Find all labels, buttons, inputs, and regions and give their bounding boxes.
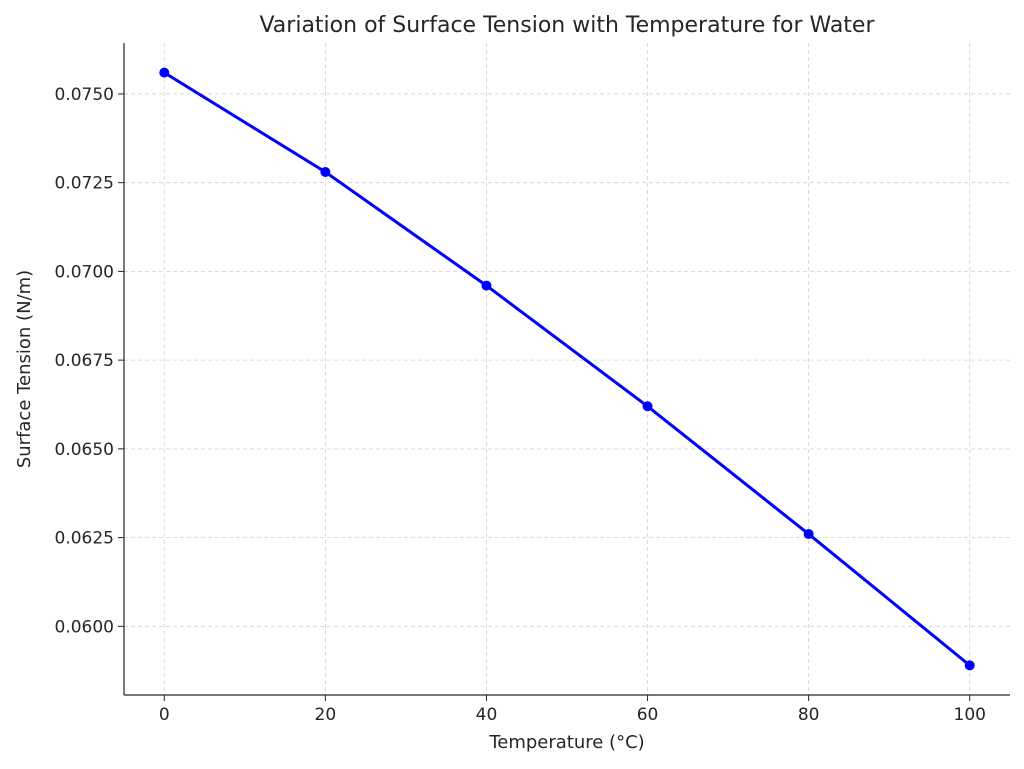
y-axis-label: Surface Tension (N/m) [14, 270, 35, 468]
y-tick-label: 0.0725 [55, 174, 114, 194]
data-point [964, 660, 975, 671]
axes [123, 43, 1010, 696]
series-layer [159, 67, 975, 671]
x-tick-label: 80 [798, 705, 820, 725]
data-point [642, 401, 653, 412]
data-point [481, 280, 492, 291]
ticks: 0 20 40 60 80 100 0.0600 0.0625 0.0650 0.0675 0.07… [55, 85, 986, 725]
series-line [163, 71, 971, 667]
x-axis-label: Temperature (°C) [488, 732, 644, 753]
grid [124, 43, 1010, 695]
y-tick-label: 0.0750 [55, 85, 114, 105]
y-tick-label: 0.0625 [55, 529, 114, 549]
data-point [803, 529, 814, 540]
x-tick-label: 60 [637, 705, 659, 725]
x-tick-label: 40 [476, 705, 498, 725]
data-point [159, 67, 170, 78]
y-tick-label: 0.0700 [55, 262, 114, 282]
x-tick-label: 100 [954, 705, 986, 725]
x-tick-label: 20 [315, 705, 337, 725]
y-tick-label: 0.0675 [55, 351, 114, 371]
data-point [320, 167, 331, 178]
y-tick-label: 0.0600 [55, 617, 114, 637]
y-tick-label: 0.0650 [55, 440, 114, 460]
chart-title: Variation of Surface Tension with Temper… [259, 13, 875, 38]
x-tick-label: 0 [159, 705, 170, 725]
